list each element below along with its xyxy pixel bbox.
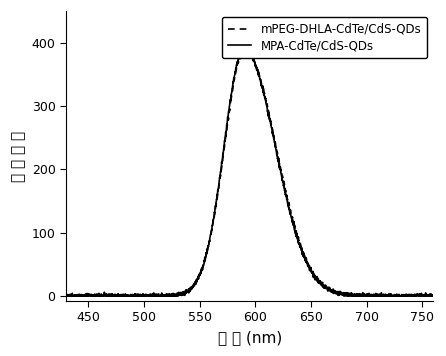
mPEG-DHLA-CdTe/CdS-QDs <box>82 294 87 298</box>
MPA-CdTe/CdS-QDs <box>63 294 69 298</box>
mPEG-DHLA-CdTe/CdS-QDs <box>353 293 358 297</box>
MPA-CdTe/CdS-QDs <box>232 70 238 74</box>
MPA-CdTe/CdS-QDs <box>82 294 87 298</box>
Legend: mPEG-DHLA-CdTe/CdS-QDs, MPA-CdTe/CdS-QDs: mPEG-DHLA-CdTe/CdS-QDs, MPA-CdTe/CdS-QDs <box>222 17 427 58</box>
MPA-CdTe/CdS-QDs <box>353 294 358 298</box>
mPEG-DHLA-CdTe/CdS-QDs <box>242 46 248 50</box>
MPA-CdTe/CdS-QDs <box>241 45 246 49</box>
mPEG-DHLA-CdTe/CdS-QDs <box>63 294 69 298</box>
MPA-CdTe/CdS-QDs <box>431 294 436 298</box>
MPA-CdTe/CdS-QDs <box>420 293 425 298</box>
mPEG-DHLA-CdTe/CdS-QDs <box>420 293 425 297</box>
mPEG-DHLA-CdTe/CdS-QDs <box>242 49 247 53</box>
MPA-CdTe/CdS-QDs <box>421 294 426 298</box>
mPEG-DHLA-CdTe/CdS-QDs <box>232 73 238 78</box>
mPEG-DHLA-CdTe/CdS-QDs <box>420 294 425 298</box>
Line: MPA-CdTe/CdS-QDs: MPA-CdTe/CdS-QDs <box>66 47 434 296</box>
Line: mPEG-DHLA-CdTe/CdS-QDs: mPEG-DHLA-CdTe/CdS-QDs <box>66 48 434 296</box>
MPA-CdTe/CdS-QDs <box>242 47 248 52</box>
X-axis label: 波 长 (nm): 波 长 (nm) <box>218 330 282 345</box>
Y-axis label: 荧 光 亮 度: 荧 光 亮 度 <box>11 130 26 182</box>
MPA-CdTe/CdS-QDs <box>63 293 69 298</box>
mPEG-DHLA-CdTe/CdS-QDs <box>431 293 436 298</box>
